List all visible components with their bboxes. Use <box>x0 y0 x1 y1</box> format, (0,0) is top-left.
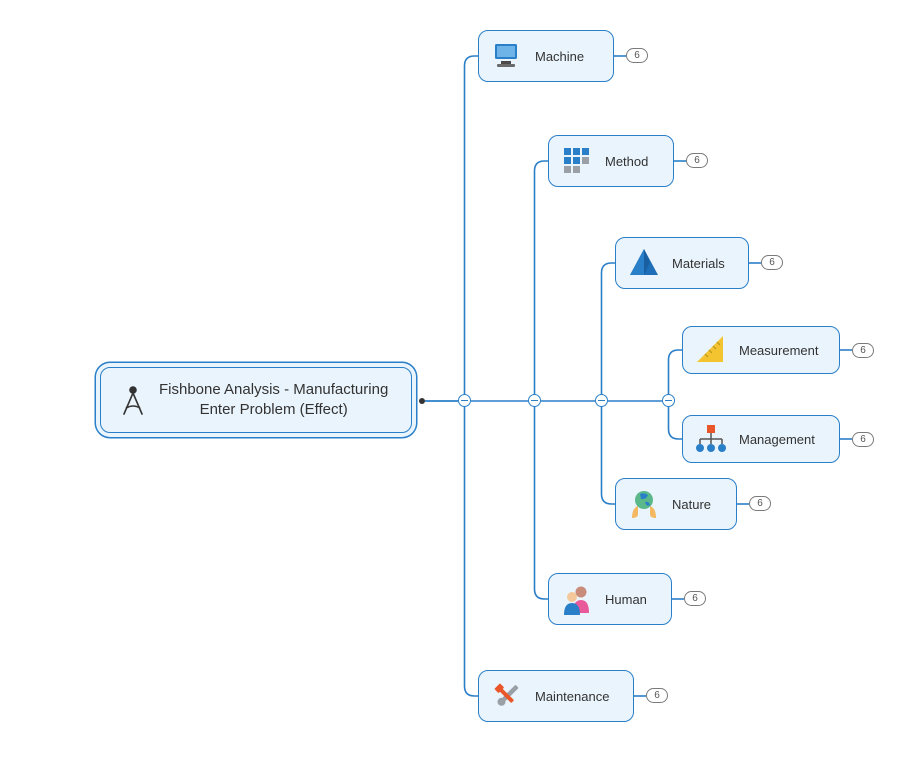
globe-icon <box>626 486 662 522</box>
node-materials[interactable]: Materials <box>615 237 749 289</box>
node-label: Method <box>605 154 648 169</box>
collapse-toggle[interactable] <box>595 394 608 407</box>
count-badge: 6 <box>686 153 708 168</box>
tools-icon <box>489 678 525 714</box>
node-label: Human <box>605 592 647 607</box>
count-badge: 6 <box>684 591 706 606</box>
node-label: Materials <box>672 256 725 271</box>
node-label: Nature <box>672 497 711 512</box>
count-badge: 6 <box>646 688 668 703</box>
node-measurement[interactable]: Measurement <box>682 326 840 374</box>
node-nature[interactable]: Nature <box>615 478 737 530</box>
count-badge: 6 <box>761 255 783 270</box>
node-method[interactable]: Method <box>548 135 674 187</box>
computer-icon <box>489 38 525 74</box>
ruler-icon <box>693 332 729 368</box>
root-node[interactable]: Fishbone Analysis - Manufacturing Enter … <box>100 367 412 433</box>
node-label: Measurement <box>739 343 818 358</box>
count-badge: 6 <box>852 343 874 358</box>
node-label: Machine <box>535 49 584 64</box>
node-label: Maintenance <box>535 689 609 704</box>
count-badge: 6 <box>749 496 771 511</box>
root-connector-dot <box>419 398 425 404</box>
root-label: Fishbone Analysis - Manufacturing Enter … <box>159 380 388 421</box>
node-machine[interactable]: Machine <box>478 30 614 82</box>
node-maintenance[interactable]: Maintenance <box>478 670 634 722</box>
node-label: Management <box>739 432 815 447</box>
orgchart-icon <box>693 421 729 457</box>
count-badge: 6 <box>852 432 874 447</box>
collapse-toggle[interactable] <box>458 394 471 407</box>
collapse-toggle[interactable] <box>662 394 675 407</box>
collapse-toggle[interactable] <box>528 394 541 407</box>
node-management[interactable]: Management <box>682 415 840 463</box>
node-human[interactable]: Human <box>548 573 672 625</box>
pyramid-icon <box>626 245 662 281</box>
count-badge: 6 <box>626 48 648 63</box>
compass-icon <box>115 382 151 418</box>
grid-icon <box>559 143 595 179</box>
people-icon <box>559 581 595 617</box>
